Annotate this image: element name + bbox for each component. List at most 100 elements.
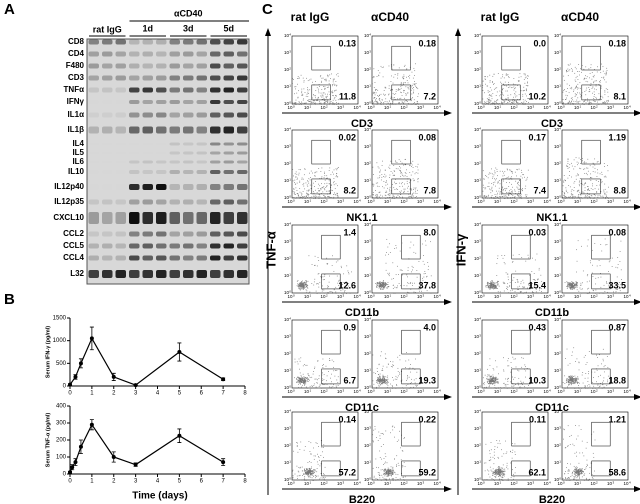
event-dot [393,103,395,105]
event-dot [406,169,407,171]
event-dot [306,190,308,192]
event-dot [504,171,506,173]
gene-label: IL12p40 [54,182,84,191]
event-dot [387,470,389,471]
event-dot [579,185,580,187]
event-dot [580,197,582,198]
event-dot [294,197,295,199]
event-dot [303,383,305,385]
event-dot [416,103,418,105]
event-dot [487,282,488,284]
event-dot [505,98,507,100]
tick-exponent: 2 [289,160,291,164]
event-dot [504,255,506,256]
event-dot [409,164,411,166]
event-dot [304,470,306,472]
event-dot [429,286,431,288]
event-dot [323,102,325,103]
event-dot [577,92,578,94]
event-dot [498,187,500,189]
tick-base: 10 [554,67,560,72]
event-dot [566,165,568,167]
event-dot [313,192,315,194]
event-dot [423,263,425,265]
event-dot [306,284,308,286]
gate [401,234,421,260]
event-dot [302,283,304,284]
event-dot [326,177,328,179]
event-dot [301,380,303,382]
timepoint-header: 5d [223,23,234,33]
tick-base: 10 [554,256,560,261]
gel-band [169,126,180,134]
event-dot [317,360,319,362]
event-dot [508,81,509,83]
event-dot [304,287,306,288]
event-dot [309,461,310,463]
gate-percent: 7.2 [423,91,436,101]
gate-percent: 0.02 [338,132,356,142]
event-dot [387,102,389,104]
event-dot [587,158,589,160]
event-dot [495,197,497,199]
event-dot [508,197,510,199]
tick-base: 10 [364,50,370,55]
event-dot [308,374,309,376]
event-dot [372,83,373,85]
gate-percent: 0.22 [418,414,436,424]
event-dot [497,197,499,199]
event-dot [320,277,322,279]
event-dot [303,81,305,83]
event-dot [373,184,375,186]
marker-label: NK1.1 [346,212,377,224]
event-dot [397,197,399,199]
event-dot [303,80,305,82]
event-dot [373,68,375,70]
event-dot [567,286,569,288]
event-dot [377,282,379,284]
event-dot [497,280,499,282]
event-dot [320,102,322,104]
gel-band [169,270,180,278]
event-dot [483,187,485,188]
event-dot [298,283,299,285]
event-dot [576,271,577,273]
gel-band [88,142,99,146]
event-dot [522,90,524,91]
event-dot [388,472,390,474]
event-dot [322,384,324,385]
event-dot [383,381,385,383]
event-dot [412,269,413,271]
event-dot [540,288,542,290]
event-dot [391,88,393,90]
event-dot [493,287,495,289]
event-dot [306,473,308,475]
event-dot [374,92,375,94]
tick-base: 10 [364,426,370,431]
event-dot [489,289,491,290]
event-dot [518,195,520,197]
event-dot [323,289,325,291]
event-dot [392,379,394,381]
event-dot [384,286,386,287]
tick-exponent: 0 [369,384,371,388]
event-dot [310,78,312,80]
event-dot [509,101,510,103]
event-dot [392,386,393,388]
event-dot [614,292,616,294]
event-dot [415,83,417,84]
gel-band [169,51,180,57]
event-dot [384,101,386,102]
event-dot [378,281,380,283]
event-dot [593,97,595,99]
event-dot [602,97,604,99]
event-dot [382,382,384,384]
event-dot [605,81,607,83]
event-dot [588,103,590,105]
gel-band [129,63,140,69]
gel-band [210,112,221,118]
event-dot [378,431,380,433]
event-dot [380,288,382,290]
event-dot [381,369,383,371]
event-dot [579,103,581,105]
